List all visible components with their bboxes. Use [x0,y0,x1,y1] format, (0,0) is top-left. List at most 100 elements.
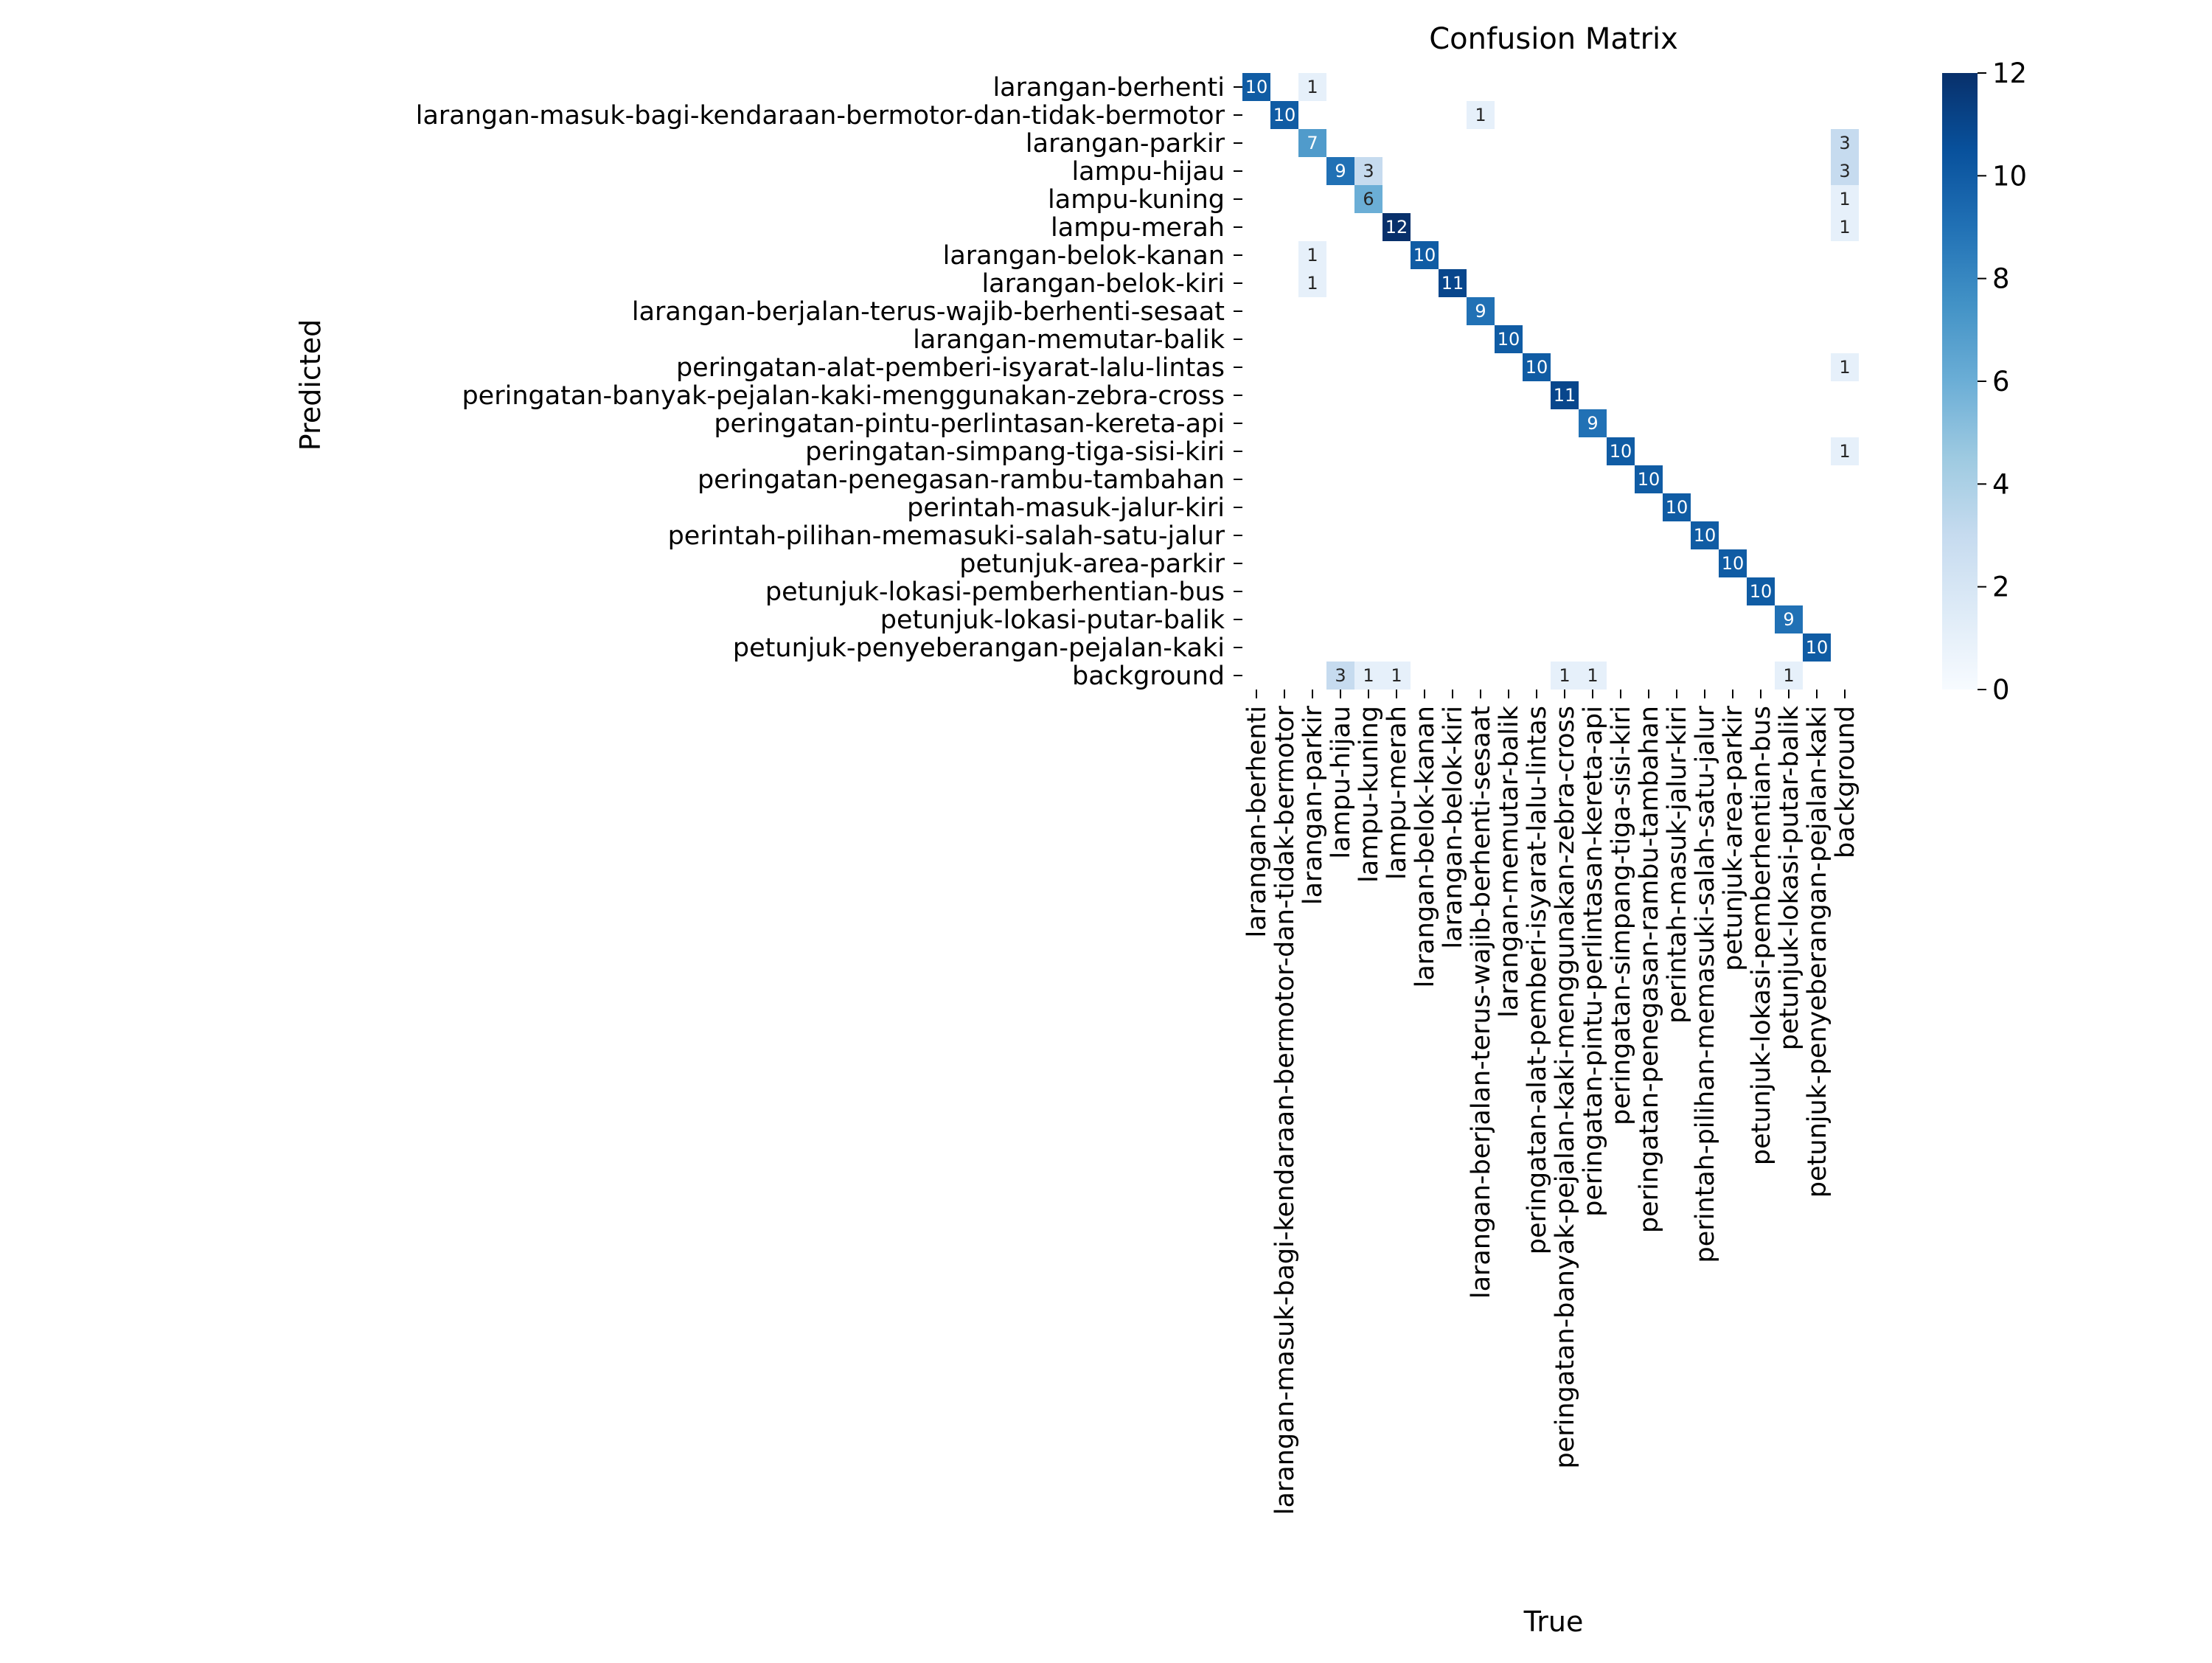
heatmap-cell [1831,157,1859,185]
y-tick-label: peringatan-alat-pemberi-isyarat-lalu-lin… [676,353,1225,383]
heatmap-cell [1298,73,1326,101]
y-tick-label: larangan-berhenti [992,73,1225,103]
cell-value-label: 3 [1839,133,1850,153]
cell-value-label: 11 [1554,385,1576,406]
heatmap-cell [1551,381,1579,409]
x-tick-label: larangan-berhenti [1242,706,1272,938]
heatmap-cell [1354,662,1382,690]
heatmap-cell [1831,437,1859,465]
y-tick-label: peringatan-banyak-pejalan-kaki-menggunak… [462,381,1225,411]
heatmap-cell [1831,353,1859,381]
x-tick-label: peringatan-alat-pemberi-isyarat-lalu-lin… [1523,706,1552,1254]
heatmap-cell [1607,437,1635,465]
cell-value-label: 1 [1363,665,1374,686]
cell-value-label: 9 [1783,609,1794,630]
heatmap-cell [1579,409,1607,437]
heatmap-cell [1326,157,1354,185]
cell-value-label: 10 [1498,329,1520,350]
x-tick-label: lampu-merah [1382,706,1412,880]
colorbar-tick-label: 2 [1992,572,2010,603]
y-tick-labels: larangan-berhentilarangan-masuk-bagi-ken… [416,73,1242,691]
heatmap-cell [1747,577,1775,605]
y-tick-label: larangan-parkir [1026,129,1225,159]
cell-value-label: 1 [1307,273,1318,294]
y-tick-label: larangan-belok-kiri [981,269,1225,299]
cell-value-label: 3 [1335,665,1346,686]
heatmap-cell [1551,662,1579,690]
colorbar-tick-label: 6 [1992,366,2010,397]
cell-value-label: 1 [1587,665,1598,686]
heatmap-cell [1354,185,1382,213]
colorbar-tick-label: 10 [1992,160,2027,192]
heatmap-cell [1831,213,1859,241]
cell-value-label: 1 [1783,665,1794,686]
cell-value-label: 9 [1587,413,1598,434]
x-tick-label: peringatan-simpang-tiga-sisi-kiri [1607,706,1636,1125]
cell-value-label: 1 [1839,357,1850,378]
cell-value-label: 10 [1245,77,1268,97]
cell-value-label: 1 [1839,189,1850,209]
heatmap-cells [1242,73,1859,690]
heatmap-cell [1382,662,1411,690]
cell-value-label: 1 [1559,665,1570,686]
heatmap-cell [1270,101,1298,129]
colorbar-tick-label: 12 [1992,58,2027,89]
heatmap-cell [1326,662,1354,690]
y-tick-label: larangan-memutar-balik [913,325,1225,355]
x-axis-label: True [1523,1605,1584,1638]
x-tick-label: background [1831,706,1860,858]
cell-value-label: 10 [1666,497,1688,518]
colorbar: 0 2 4 6 8 10 12 [1942,58,2027,706]
cell-value-label: 10 [1610,441,1632,462]
cell-value-label: 9 [1335,161,1346,181]
x-tick-label: larangan-belok-kanan [1411,706,1440,987]
cell-value-label: 3 [1839,161,1850,181]
heatmap-cell [1298,129,1326,157]
heatmap-cell [1775,662,1803,690]
y-tick-label: petunjuk-area-parkir [959,549,1225,579]
x-tick-labels: larangan-berhentilarangan-masuk-bagi-ken… [1242,690,1860,1515]
cell-value-label: 1 [1307,77,1318,97]
colorbar-ticks: 0 2 4 6 8 10 12 [1978,58,2027,706]
heatmap-cell [1439,269,1467,297]
heatmap-cell [1298,269,1326,297]
y-tick-label: larangan-berjalan-terus-wajib-berhenti-s… [632,297,1225,327]
cell-value-label: 10 [1806,637,1829,658]
cell-value-label: 11 [1441,273,1464,294]
cell-value-label: 10 [1750,581,1773,602]
chart-title: Confusion Matrix [1429,22,1678,56]
cell-value-label: 7 [1307,133,1318,153]
x-tick-label: lampu-hijau [1326,706,1356,859]
y-tick-label: lampu-kuning [1048,185,1225,215]
heatmap-cell [1242,73,1270,101]
heatmap-cell [1298,241,1326,269]
heatmap-cell [1719,549,1747,577]
y-tick-label: peringatan-simpang-tiga-sisi-kiri [805,437,1225,467]
heatmap-cell [1467,297,1495,325]
cell-value-label: 10 [1273,105,1296,125]
y-tick-label: peringatan-pintu-perlintasan-kereta-api [714,409,1225,439]
heatmap-cell [1775,605,1803,633]
x-tick-label: petunjuk-lokasi-pemberhentian-bus [1747,706,1776,1165]
heatmap-cell [1354,157,1382,185]
heatmap-cell [1411,241,1439,269]
cell-value-label: 10 [1413,245,1436,265]
y-tick-label: larangan-masuk-bagi-kendaraan-bermotor-d… [416,101,1225,131]
x-tick-label: peringatan-banyak-pejalan-kaki-menggunak… [1551,706,1580,1469]
y-tick-label: perintah-masuk-jalur-kiri [907,493,1225,523]
cell-value-label: 6 [1363,189,1374,209]
colorbar-gradient [1942,73,1978,690]
colorbar-tick-label: 0 [1992,674,2010,706]
heatmap-cell [1495,325,1523,353]
heatmap-cell [1691,521,1719,549]
heatmap-cell [1663,493,1691,521]
cell-value-label: 1 [1391,665,1402,686]
y-tick-label: background [1072,662,1225,691]
x-tick-label: larangan-belok-kiri [1439,706,1468,949]
x-tick-label: larangan-masuk-bagi-kendaraan-bermotor-d… [1270,705,1300,1515]
cell-value-label: 1 [1307,245,1318,265]
y-tick-label: larangan-belok-kanan [943,241,1225,271]
heatmap-cell [1467,101,1495,129]
